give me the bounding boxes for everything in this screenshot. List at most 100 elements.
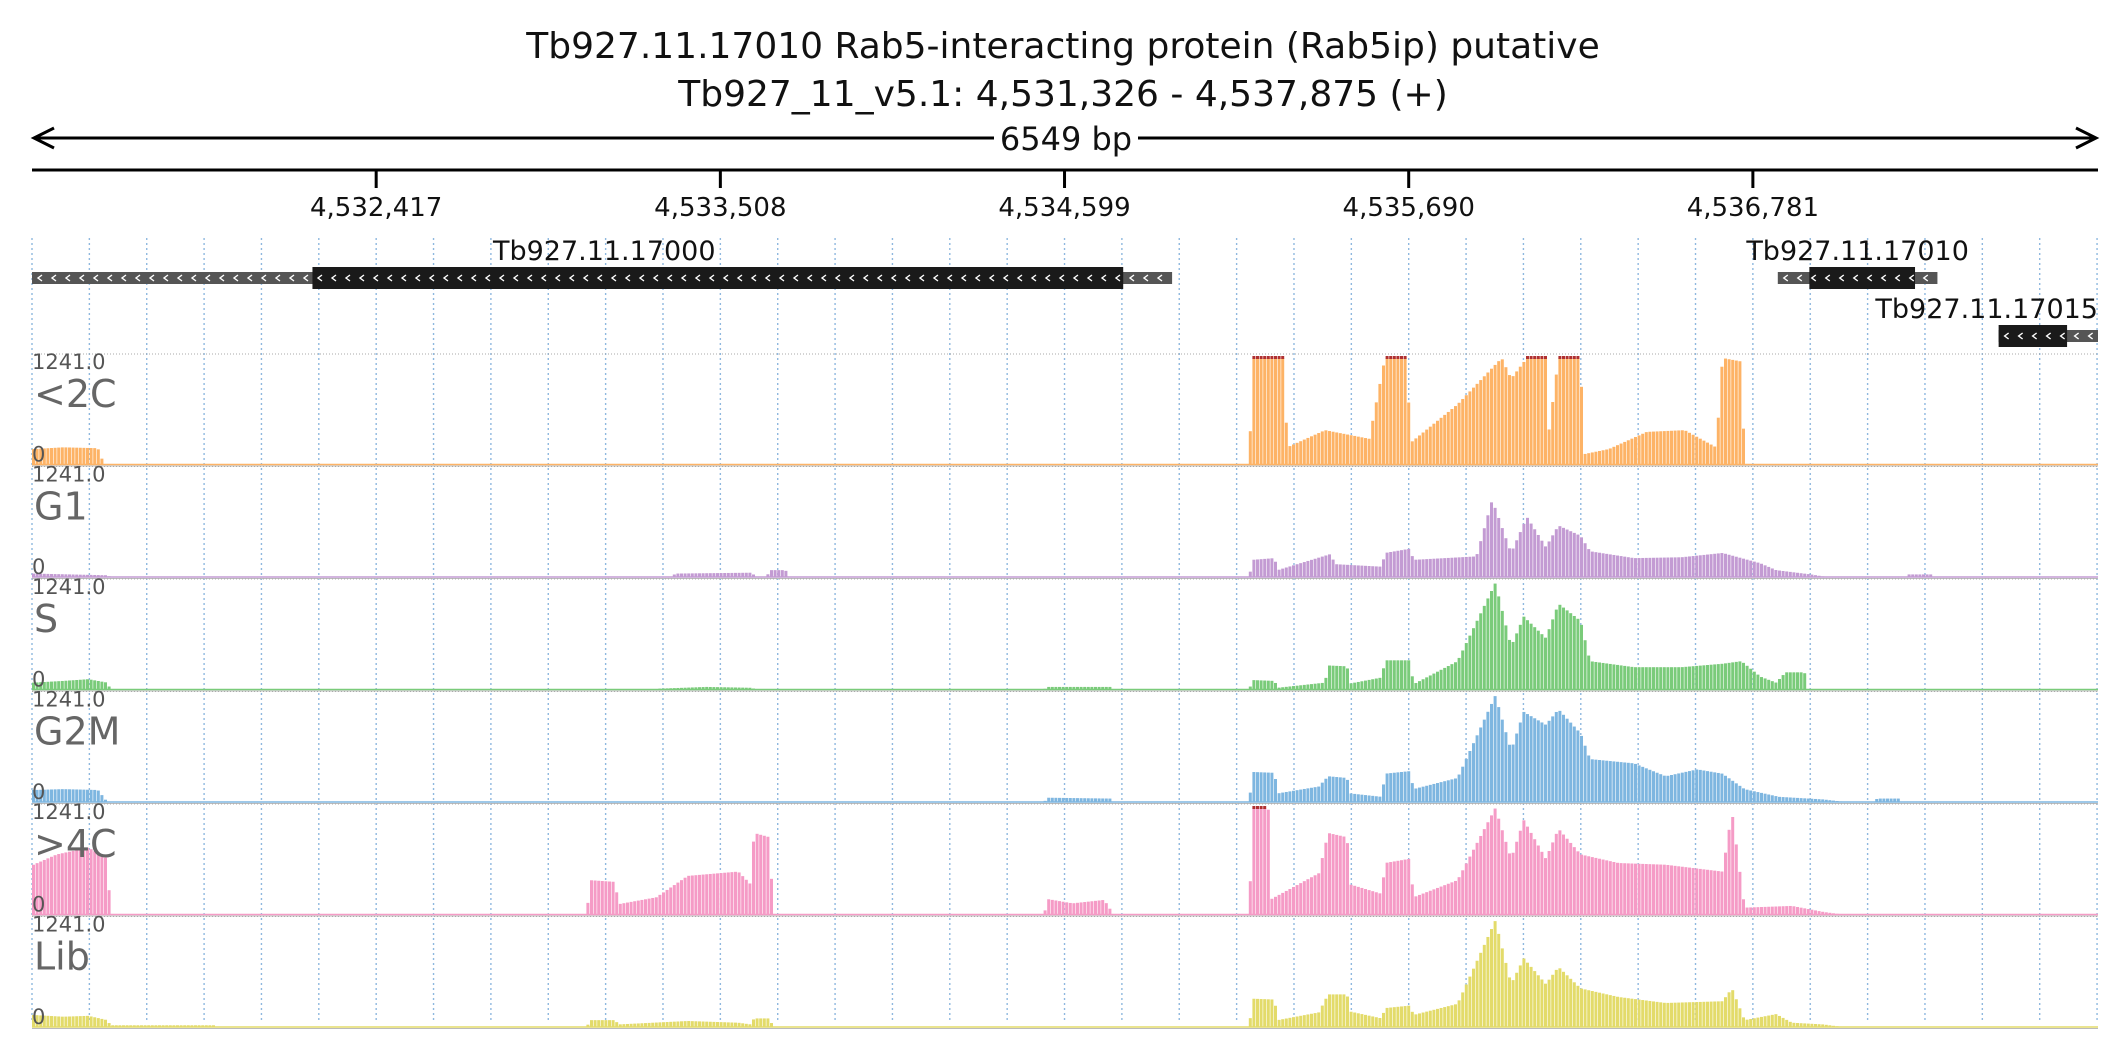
coverage-bar [1468,556,1472,577]
coverage-bar [766,574,770,577]
coverage-bar [1482,944,1486,1027]
coverage-bar [1346,564,1349,577]
coverage-bar [744,687,748,690]
coverage-bar [1688,432,1691,465]
coverage-bar [96,575,100,577]
gene-strand-arrow [1072,274,1079,282]
coverage-bar [1785,797,1789,802]
coverage-bar [64,789,68,802]
coverage-bar [690,573,694,577]
coverage-bar [1616,445,1619,465]
coverage-bar [1662,667,1666,690]
track-min-label: 0 [32,668,45,692]
coverage-bar [1544,983,1547,1027]
coverage-bar [1400,1006,1403,1027]
coverage-bar [1281,892,1285,915]
coverage-bar [676,687,680,690]
coverage-bar [1634,437,1637,465]
coverage-bar [1461,766,1465,802]
coverage-bar [705,573,709,577]
coverage-bar [723,573,727,577]
coverage-bar [730,687,734,690]
coverage-bar [1281,568,1285,577]
coverage-bar [1277,569,1281,577]
coverage-bar [1274,358,1277,465]
coverage-bar [1331,834,1335,915]
coverage-bar [1666,864,1670,915]
coverage-bar [1810,574,1814,577]
coverage-bar [1284,1018,1288,1027]
coverage-bar [1648,769,1652,802]
coverage-bar [1302,788,1306,802]
coverage-bar [1464,758,1468,802]
coverage-bar [96,853,100,915]
coverage-bar [1522,616,1526,690]
coverage-bar [39,573,43,577]
coverage-bar [1576,358,1580,465]
coverage-bar [1648,557,1652,577]
coverage-bar [1497,933,1501,1027]
coverage-bar [1702,869,1706,915]
coverage-bar [104,857,107,915]
coverage-bar [1079,686,1083,690]
coverage-bar [1310,436,1313,465]
coverage-bar [1698,555,1702,577]
coverage-bar [734,1022,737,1027]
coverage-bar [676,1021,680,1027]
coverage-bar [690,1021,694,1027]
coverage-bar [1688,556,1691,577]
coverage-bar [78,1016,82,1027]
coverage-bar [1688,771,1691,802]
coverage-bar [1306,560,1310,577]
coverage-bar [1043,800,1047,802]
gene-strand-arrow [540,274,547,282]
gene-strand-arrow [1922,274,1929,282]
coverage-bar [1378,677,1382,690]
coverage-bar [1659,1002,1663,1027]
coverage-bar [1886,798,1889,802]
coverage-bar [1662,775,1666,802]
coverage-bar [1252,772,1256,802]
coverage-bar [1360,565,1364,577]
coverage-bar [780,570,784,577]
coverage-bar [1378,893,1382,915]
coverage-bar [57,1016,61,1027]
gene-strand-arrow [1824,274,1831,282]
coverage-bar [1558,968,1562,1027]
coverage-bar [1346,779,1349,802]
coverage-bar [1313,434,1317,465]
coverage-bar [741,687,745,690]
coverage-bar [615,1022,619,1027]
coverage-bar [1288,566,1292,577]
coverage-bar [1270,772,1274,802]
coverage-bar [1605,449,1609,465]
coverage-bar [1821,911,1825,915]
coverage-bar [1778,796,1781,802]
coverage-bar [665,688,669,690]
coverage-bar [1493,507,1497,577]
coverage-bar [1590,857,1594,915]
coverage-bar [1583,640,1587,690]
coverage-bar [1382,559,1385,577]
coverage-bar [1263,772,1267,802]
coverage-bar [1486,711,1490,802]
coverage-bar [1551,619,1555,690]
coverage-bar [50,1016,53,1027]
coverage-bar [1428,558,1432,577]
gene-cds [312,267,1124,289]
coverage-bar [1652,557,1655,577]
coverage-bar [1425,785,1429,802]
coverage-bar [633,901,637,915]
coverage-bar [1770,906,1774,915]
coverage-bar [1720,366,1724,465]
coverage-bar [93,448,97,465]
coverage-bar [1587,755,1591,802]
coverage-bar [1727,992,1731,1027]
coverage-bar [1774,1014,1778,1027]
coverage-bar [1086,901,1090,915]
coverage-bar [1407,858,1411,915]
coverage-bar [1547,850,1551,915]
coverage-bar [1331,559,1335,577]
coverage-bar [1803,1023,1807,1027]
coverage-bar [1788,797,1792,802]
